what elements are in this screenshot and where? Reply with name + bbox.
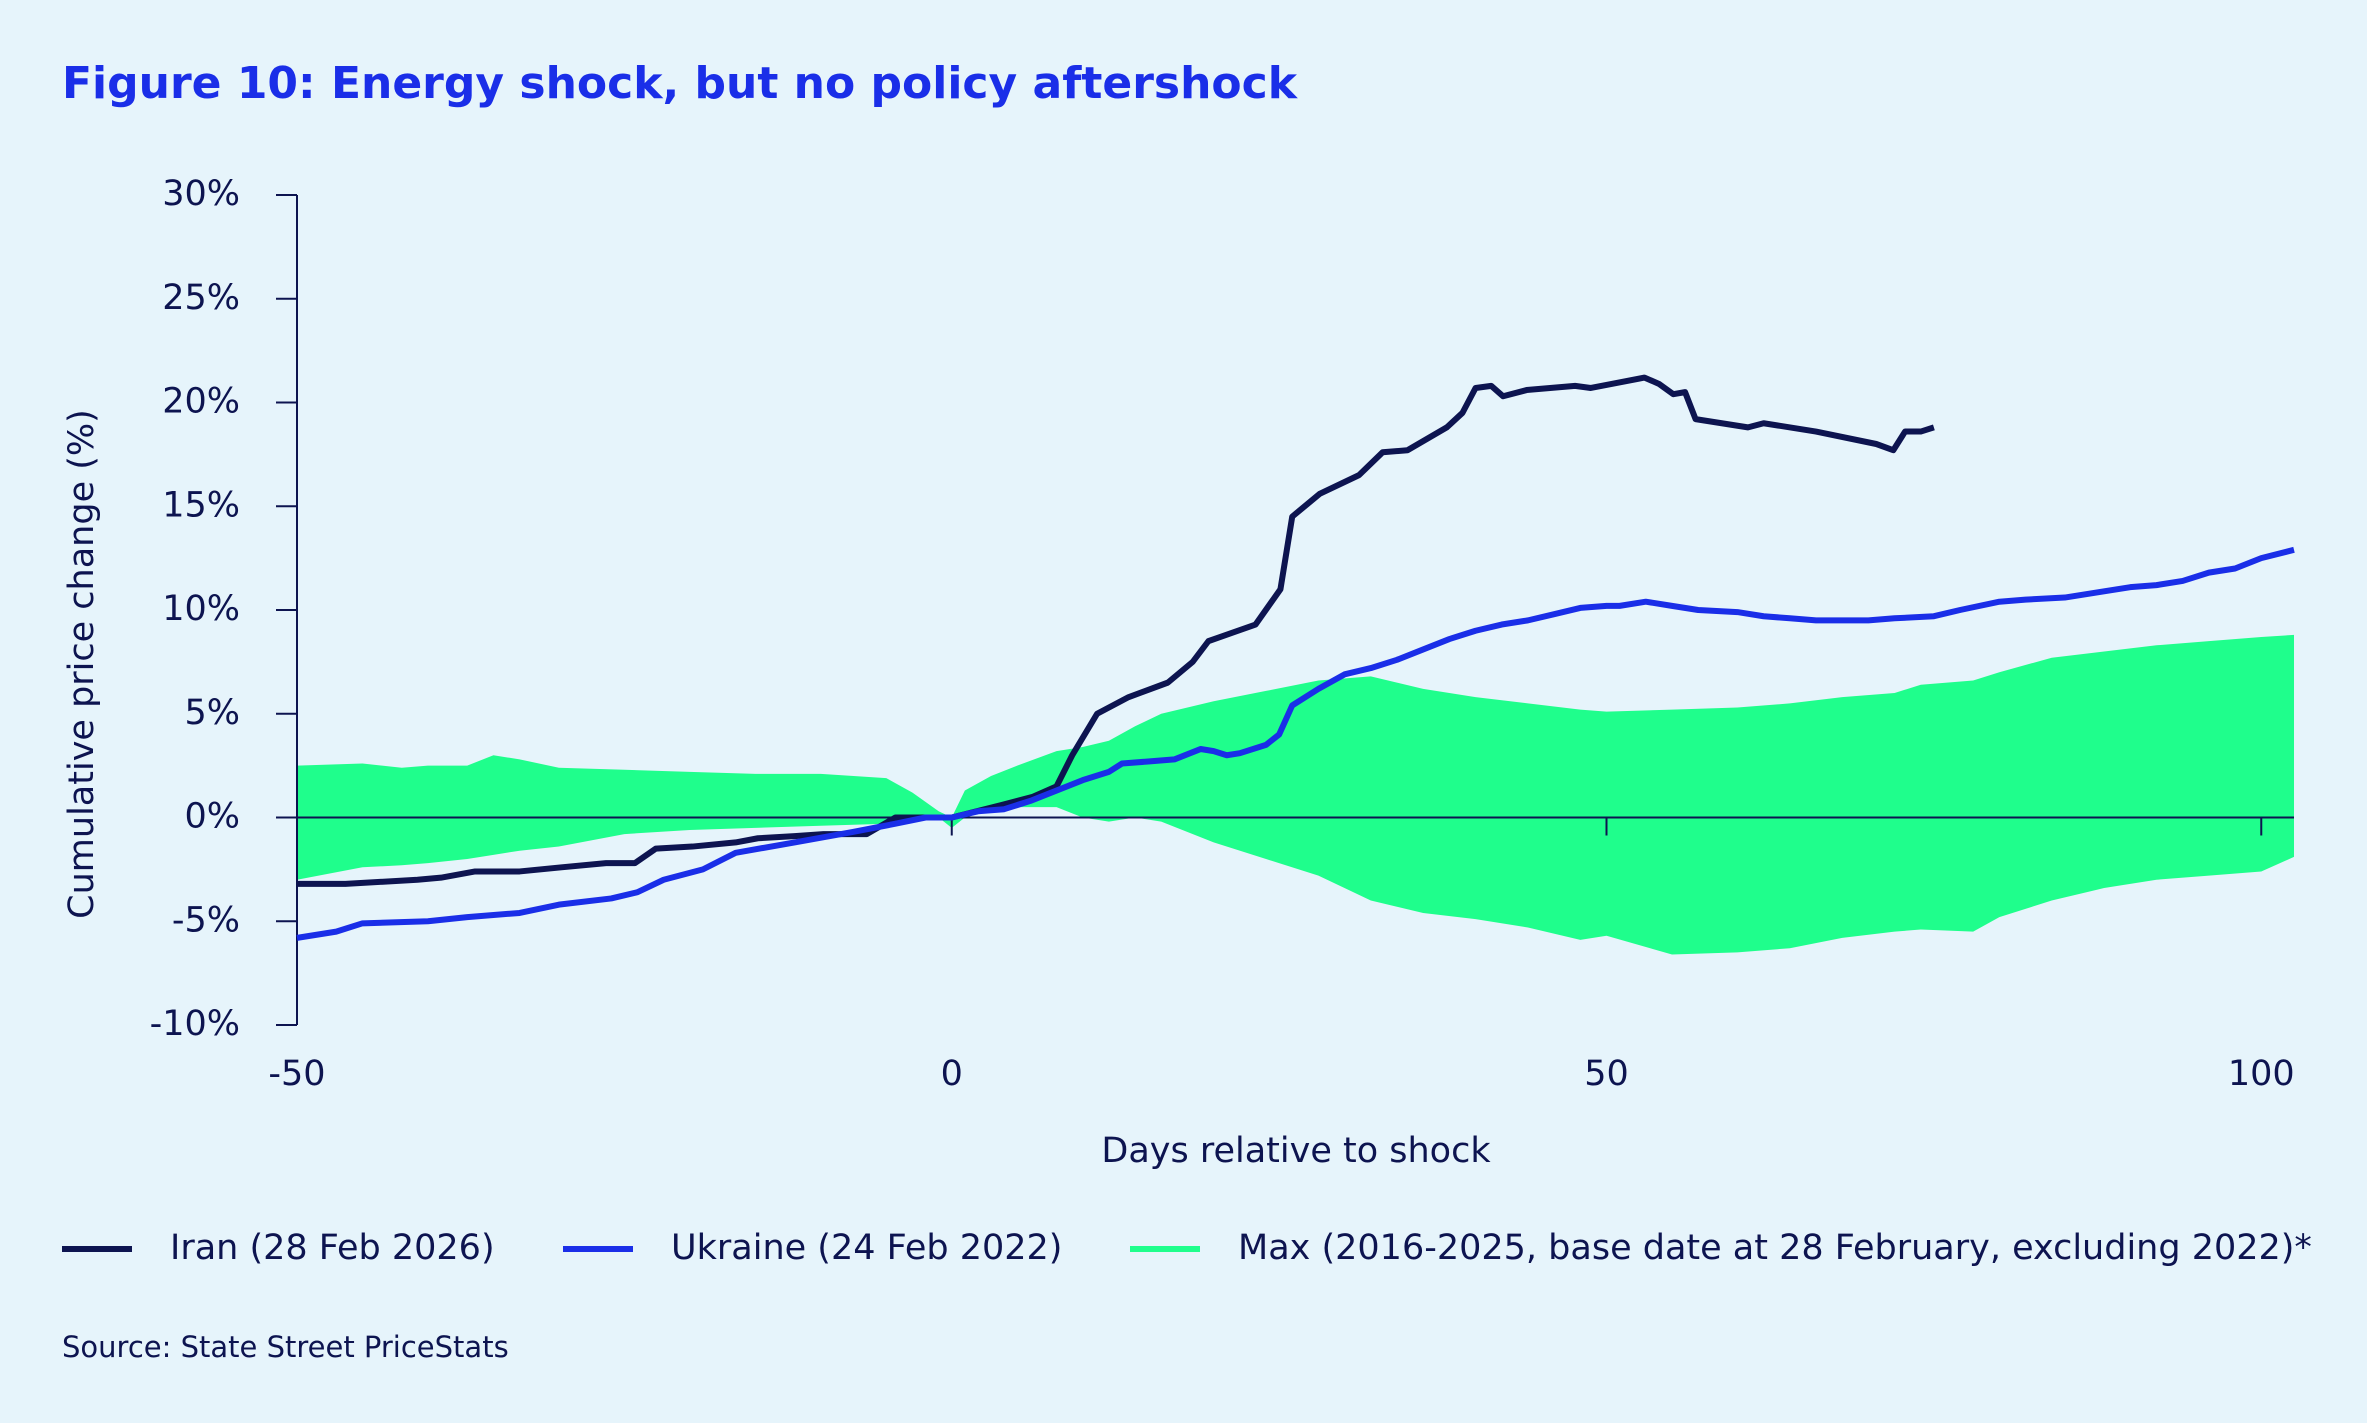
series-line: [296, 546, 2295, 941]
y-tick-label: -5%: [172, 900, 240, 940]
legend-label: Ukraine (24 Feb 2022): [671, 1228, 1062, 1268]
x-tick-label: 0: [941, 1054, 963, 1094]
x-tick-label: 50: [1584, 1054, 1629, 1094]
legend-label: Max (2016-2025, base date at 28 February…: [1238, 1228, 2312, 1268]
x-tick-label: 100: [2228, 1054, 2295, 1094]
y-tick-label: 5%: [184, 693, 240, 733]
legend: Iran (28 Feb 2026) Ukraine (24 Feb 2022) M…: [62, 1228, 2312, 1268]
range-band: [297, 634, 2294, 955]
y-tick-label: 25%: [162, 278, 240, 318]
y-axis-label: Cumulative price change (%): [62, 409, 102, 919]
y-tick-label: -10%: [150, 1004, 240, 1044]
y-tick-label: 15%: [162, 485, 240, 525]
x-tick-label: -50: [268, 1054, 325, 1094]
y-tick-label: 10%: [162, 589, 240, 629]
x-axis-label: Days relative to shock: [1101, 1131, 1491, 1171]
y-tick-label: 0%: [184, 797, 240, 837]
y-tick-label: 20%: [162, 382, 240, 422]
chart-title: Figure 10: Energy shock, but no policy a…: [62, 58, 1299, 109]
plot-area: -10% -5% 0% 5% 10% 15% 20% 25% 30% -50 0 50 100: [150, 174, 2295, 1094]
source-note: Source: State Street PriceStats: [62, 1330, 509, 1364]
series-line: [297, 374, 1935, 887]
y-tick-label: 30%: [162, 174, 240, 214]
legend-label: Iran (28 Feb 2026): [170, 1228, 495, 1268]
